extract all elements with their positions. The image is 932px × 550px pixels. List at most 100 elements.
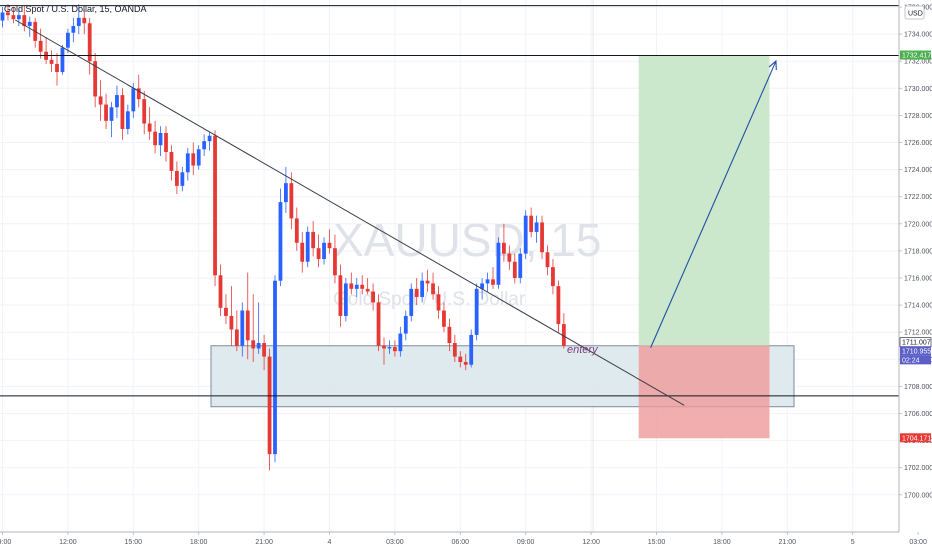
candle-body — [463, 362, 468, 365]
candle — [551, 259, 555, 295]
candle-body — [561, 324, 566, 346]
candle — [273, 275, 277, 463]
price-tick-label: 1732.000 — [904, 59, 932, 66]
price-tick-label: 1708.000 — [904, 384, 932, 391]
candle — [311, 221, 316, 257]
price-tick-label: 1724.000 — [904, 167, 932, 174]
candle-body — [66, 32, 70, 48]
candle — [185, 147, 190, 181]
candle-body — [131, 88, 136, 112]
time-tick-label: 21:00 — [255, 539, 273, 546]
candle — [16, 8, 21, 26]
candle — [436, 286, 441, 319]
candle-body — [458, 356, 463, 363]
candle-body — [436, 294, 441, 311]
candle — [153, 120, 157, 154]
candle — [431, 272, 435, 300]
candle-body — [284, 183, 288, 203]
candle — [442, 302, 446, 333]
price-tag-target: 1732.417 — [900, 50, 931, 60]
candle — [425, 269, 430, 292]
candle — [284, 166, 288, 213]
candle-body — [496, 242, 501, 285]
candle-body — [196, 149, 201, 166]
candle — [289, 172, 294, 230]
candle-body — [55, 63, 59, 73]
candle — [191, 142, 196, 176]
candle-body — [202, 141, 207, 150]
candle-body — [414, 288, 419, 297]
candle — [556, 280, 561, 333]
candle-body — [442, 310, 446, 327]
candle — [327, 229, 332, 254]
price-tick-label: 1726.000 — [904, 140, 932, 147]
candle-body — [224, 307, 228, 316]
candle — [71, 17, 76, 43]
candle — [180, 166, 185, 192]
time-tick-label: 03:00 — [386, 539, 404, 546]
candle — [169, 145, 174, 181]
candle-body — [556, 286, 561, 325]
entry-annotation[interactable]: entery — [567, 344, 599, 356]
candle — [120, 88, 125, 140]
candle-body — [104, 104, 108, 121]
candle — [229, 286, 234, 346]
watermark-symbol: XAUUSD, 15 — [333, 214, 601, 266]
candle — [300, 231, 305, 273]
price-tag-text: 1710.955 — [902, 348, 931, 355]
price-tag-text: 1732.417 — [902, 53, 931, 60]
candle — [213, 130, 217, 287]
candle — [0, 7, 5, 28]
candle — [55, 53, 59, 86]
currency-button[interactable]: USD — [904, 5, 925, 20]
candle-body — [327, 242, 332, 249]
candle-body — [153, 131, 157, 146]
price-tick-label: 1730.000 — [904, 86, 932, 93]
candle-body — [109, 107, 114, 121]
time-tick-label: 12:00 — [59, 539, 77, 546]
candle-body — [38, 40, 43, 52]
drawing-zones[interactable] — [210, 55, 795, 439]
drawing-lines[interactable] — [0, 5, 899, 406]
price-tag-last_price: 1710.955 — [900, 346, 931, 356]
candle — [502, 223, 506, 262]
candle-body — [447, 326, 452, 344]
candle — [234, 310, 239, 352]
candle-body — [125, 111, 130, 129]
candle — [360, 275, 365, 295]
candle-body — [387, 347, 392, 349]
candle-body — [229, 315, 234, 330]
candle — [262, 334, 266, 371]
candle-body — [452, 343, 457, 357]
candle — [371, 283, 375, 311]
candle-body — [6, 12, 10, 16]
candle-body — [371, 291, 375, 303]
candle — [158, 126, 163, 157]
candle-body — [49, 59, 54, 64]
candle-body — [316, 248, 321, 260]
candle — [131, 82, 136, 119]
candle-body — [502, 242, 506, 254]
candle — [496, 237, 501, 289]
candle-body — [333, 248, 337, 276]
candle — [349, 272, 354, 295]
candle — [11, 7, 16, 24]
candle-body — [294, 218, 299, 243]
price-tick-label: 1712.000 — [904, 330, 932, 337]
candle-body — [349, 283, 354, 289]
candle — [76, 4, 81, 35]
candle — [398, 326, 403, 357]
candle-body — [234, 329, 239, 346]
price-tag-bg — [900, 50, 931, 60]
projection-arrow-line — [650, 60, 777, 348]
candle-body — [365, 288, 370, 292]
candle — [6, 4, 10, 21]
time-tick-label: 5 — [851, 539, 855, 546]
price-tick-label: 1714.000 — [904, 303, 932, 310]
candle — [447, 318, 452, 352]
target-zone — [638, 55, 770, 346]
candle-body — [343, 283, 348, 316]
candle-body — [169, 151, 174, 171]
currency-label: USD — [908, 11, 923, 18]
